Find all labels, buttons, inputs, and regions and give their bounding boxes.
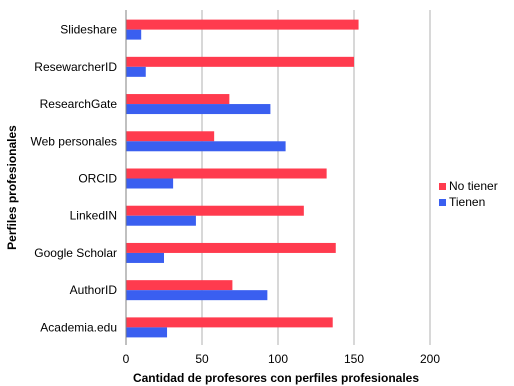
bar-slideshare-no-tiener	[126, 19, 359, 30]
x-tick-labels: 0 50 100 150 200	[123, 352, 441, 366]
legend-swatch-tienen	[439, 199, 446, 206]
bar-google-scholar-no-tiener	[126, 242, 336, 253]
x-tick-label-0: 0	[123, 352, 130, 366]
x-tick-label-150: 150	[344, 352, 364, 366]
bar-google-scholar-tienen	[126, 252, 164, 263]
category-label-slideshare: Slideshare	[60, 23, 117, 37]
bar-resewarcherid-tienen	[126, 66, 146, 77]
legend-label-no-tiener: No tiener	[449, 179, 498, 193]
category-labels: Slideshare ResewarcherID ResearchGate Web p…	[31, 23, 118, 335]
category-label-authorid: AuthorID	[70, 283, 118, 297]
category-label-researchgate: ResearchGate	[40, 97, 118, 111]
bar-researchgate-no-tiener	[126, 94, 230, 105]
category-label-resewarcherid: ResewarcherID	[34, 60, 117, 74]
bar-web-personales-tienen	[126, 141, 286, 152]
bars	[126, 19, 359, 338]
x-tick-label-50: 50	[195, 352, 209, 366]
legend: No tiener Tienen	[439, 179, 498, 209]
bar-resewarcherid-no-tiener	[126, 56, 354, 67]
bar-linkedin-no-tiener	[126, 205, 304, 216]
bar-academia-edu-tienen	[126, 327, 168, 338]
category-label-linkedin: LinkedIN	[70, 209, 117, 223]
category-label-web-personales: Web personales	[31, 134, 118, 148]
bar-slideshare-tienen	[126, 29, 142, 40]
bar-linkedin-tienen	[126, 215, 196, 226]
bar-orcid-tienen	[126, 178, 174, 189]
bar-researchgate-tienen	[126, 104, 271, 115]
x-tick-label-200: 200	[420, 352, 440, 366]
bar-academia-edu-no-tiener	[126, 317, 333, 328]
y-axis-title: Perfiles profesionales	[5, 125, 19, 250]
bar-orcid-no-tiener	[126, 168, 327, 179]
bar-web-personales-no-tiener	[126, 131, 215, 142]
x-axis-title: Cantidad de profesores con perfiles prof…	[133, 371, 419, 385]
bar-authorid-no-tiener	[126, 280, 233, 291]
category-label-academia-edu: Academia.edu	[40, 320, 117, 334]
legend-label-tienen: Tienen	[449, 195, 485, 209]
bar-authorid-tienen	[126, 290, 268, 301]
x-tick-label-100: 100	[268, 352, 288, 366]
category-label-orcid: ORCID	[78, 172, 117, 186]
legend-swatch-no-tiener	[439, 183, 446, 190]
category-label-google-scholar: Google Scholar	[34, 246, 117, 260]
